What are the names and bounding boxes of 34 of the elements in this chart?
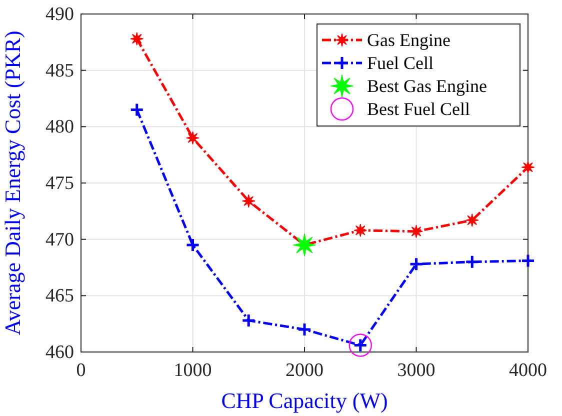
point xyxy=(130,32,144,46)
x-tick-label: 1000 xyxy=(174,360,212,381)
point xyxy=(522,160,534,174)
x-axis-title: CHP Capacity (W) xyxy=(221,388,388,413)
legend-label: Best Fuel Cell xyxy=(367,99,470,119)
y-tick-label: 465 xyxy=(46,286,74,307)
y-tick-label: 490 xyxy=(46,4,74,25)
point xyxy=(293,234,316,256)
y-tick-label: 460 xyxy=(46,342,74,363)
y-tick-label: 480 xyxy=(46,116,74,138)
y-tick-label: 485 xyxy=(46,60,74,82)
point xyxy=(186,238,200,252)
x-tick-label: 0 xyxy=(76,360,86,381)
point xyxy=(241,313,256,328)
point xyxy=(354,224,367,237)
point xyxy=(464,254,480,270)
x-tick-label: 2000 xyxy=(286,360,324,381)
y-axis-title: Average Daily Energy Cost (PKR) xyxy=(0,30,25,336)
legend-label: Fuel Cell xyxy=(367,53,434,73)
y-tick-label: 475 xyxy=(46,173,74,194)
point xyxy=(297,322,312,337)
legend-label: Gas Engine xyxy=(367,30,450,50)
point xyxy=(410,224,423,238)
x-tick-label: 3000 xyxy=(397,360,436,381)
point xyxy=(130,102,144,118)
point xyxy=(186,131,200,144)
legend-label: Best Gas Engine xyxy=(367,76,487,96)
point xyxy=(409,256,424,272)
point xyxy=(520,253,536,268)
x-tick-label: 4000 xyxy=(509,360,547,381)
point xyxy=(466,214,479,227)
point xyxy=(348,334,372,357)
y-tick-label: 470 xyxy=(46,229,74,250)
point xyxy=(242,194,256,208)
